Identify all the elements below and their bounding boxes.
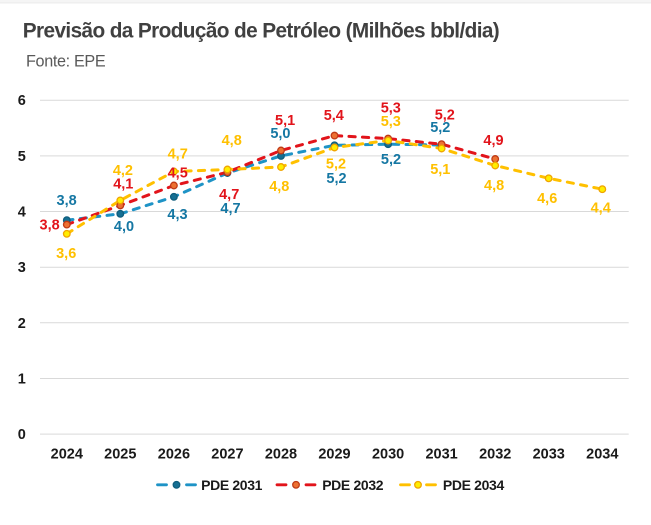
svg-text:5,1: 5,1 [430,162,450,178]
svg-text:5,4: 5,4 [324,108,344,124]
svg-text:4,5: 4,5 [168,166,188,182]
svg-text:4,9: 4,9 [483,133,503,149]
svg-text:PDE 2034: PDE 2034 [443,477,505,493]
svg-text:2027: 2027 [211,446,243,462]
svg-text:6: 6 [18,93,26,109]
svg-text:2033: 2033 [533,446,565,462]
svg-text:2: 2 [18,316,26,332]
svg-text:2031: 2031 [425,446,457,462]
svg-text:3,8: 3,8 [57,193,77,209]
svg-text:4,8: 4,8 [222,133,242,149]
svg-text:3,6: 3,6 [56,246,76,262]
svg-text:4,8: 4,8 [269,179,289,195]
svg-text:5,3: 5,3 [381,101,401,117]
svg-text:Fonte: EPE: Fonte: EPE [26,52,106,70]
svg-text:3,8: 3,8 [40,217,60,233]
svg-text:5,3: 5,3 [381,114,401,130]
svg-text:4,7: 4,7 [219,187,239,203]
svg-text:2034: 2034 [586,446,618,462]
svg-text:5,2: 5,2 [326,157,346,173]
svg-text:4: 4 [18,205,26,221]
svg-text:2024: 2024 [51,446,83,462]
svg-text:5,1: 5,1 [275,113,295,129]
svg-text:5,2: 5,2 [435,108,455,124]
svg-text:2028: 2028 [265,446,297,462]
svg-text:5,2: 5,2 [381,152,401,168]
svg-text:4,7: 4,7 [168,146,188,162]
svg-text:3: 3 [18,260,26,276]
svg-text:4,6: 4,6 [537,191,557,207]
svg-text:1: 1 [18,372,26,388]
svg-text:2026: 2026 [158,446,190,462]
svg-text:4,8: 4,8 [484,178,504,194]
svg-text:4,2: 4,2 [113,163,133,179]
svg-text:5,0: 5,0 [270,126,290,142]
svg-text:4,3: 4,3 [167,207,187,223]
svg-text:5,2: 5,2 [430,120,450,136]
svg-text:Previsão da Produção de Petról: Previsão da Produção de Petróleo (Milhõe… [23,19,499,42]
svg-text:4,4: 4,4 [591,200,611,216]
svg-text:4,1: 4,1 [113,177,133,193]
svg-text:4,7: 4,7 [220,201,240,217]
svg-text:4,0: 4,0 [114,219,134,235]
svg-text:2029: 2029 [318,446,350,462]
svg-text:PDE 2031: PDE 2031 [201,477,263,493]
svg-text:2030: 2030 [372,446,404,462]
svg-text:5: 5 [18,149,26,165]
svg-text:5,2: 5,2 [326,171,346,187]
svg-text:PDE 2032: PDE 2032 [322,477,384,493]
svg-text:2032: 2032 [479,446,511,462]
svg-text:0: 0 [18,427,26,443]
svg-text:2025: 2025 [104,446,136,462]
